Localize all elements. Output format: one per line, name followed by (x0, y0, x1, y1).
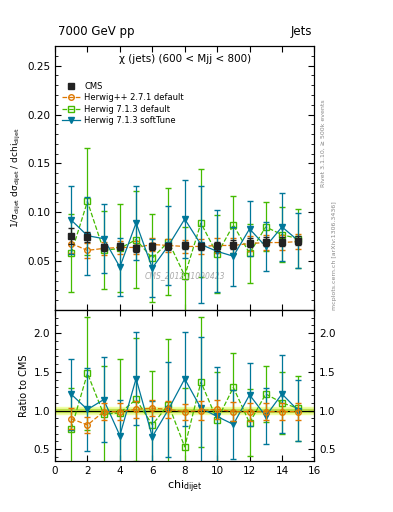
Text: 7000 GeV pp: 7000 GeV pp (58, 25, 134, 38)
Text: mcplots.cern.ch [arXiv:1306.3436]: mcplots.cern.ch [arXiv:1306.3436] (332, 202, 337, 310)
Text: CMS_2012_I1090423: CMS_2012_I1090423 (145, 271, 225, 280)
Text: χ (jets) (600 < Mjj < 800): χ (jets) (600 < Mjj < 800) (119, 54, 251, 64)
X-axis label: chi$_\mathregular{dijet}$: chi$_\mathregular{dijet}$ (167, 478, 202, 495)
Legend: CMS, Herwig++ 2.7.1 default, Herwig 7.1.3 default, Herwig 7.1.3 softTune: CMS, Herwig++ 2.7.1 default, Herwig 7.1.… (62, 82, 184, 125)
Y-axis label: Ratio to CMS: Ratio to CMS (19, 354, 29, 417)
Bar (55, 409, 314, 413)
Y-axis label: 1/σ$_\mathregular{dijet}$ dσ$_\mathregular{dijet}$ / dchi$_\mathregular{dijet}$: 1/σ$_\mathregular{dijet}$ dσ$_\mathregul… (10, 127, 23, 228)
Text: Rivet 3.1.10, ≥ 500k events: Rivet 3.1.10, ≥ 500k events (320, 99, 325, 187)
Bar (55, 407, 314, 414)
Text: Jets: Jets (290, 25, 312, 38)
